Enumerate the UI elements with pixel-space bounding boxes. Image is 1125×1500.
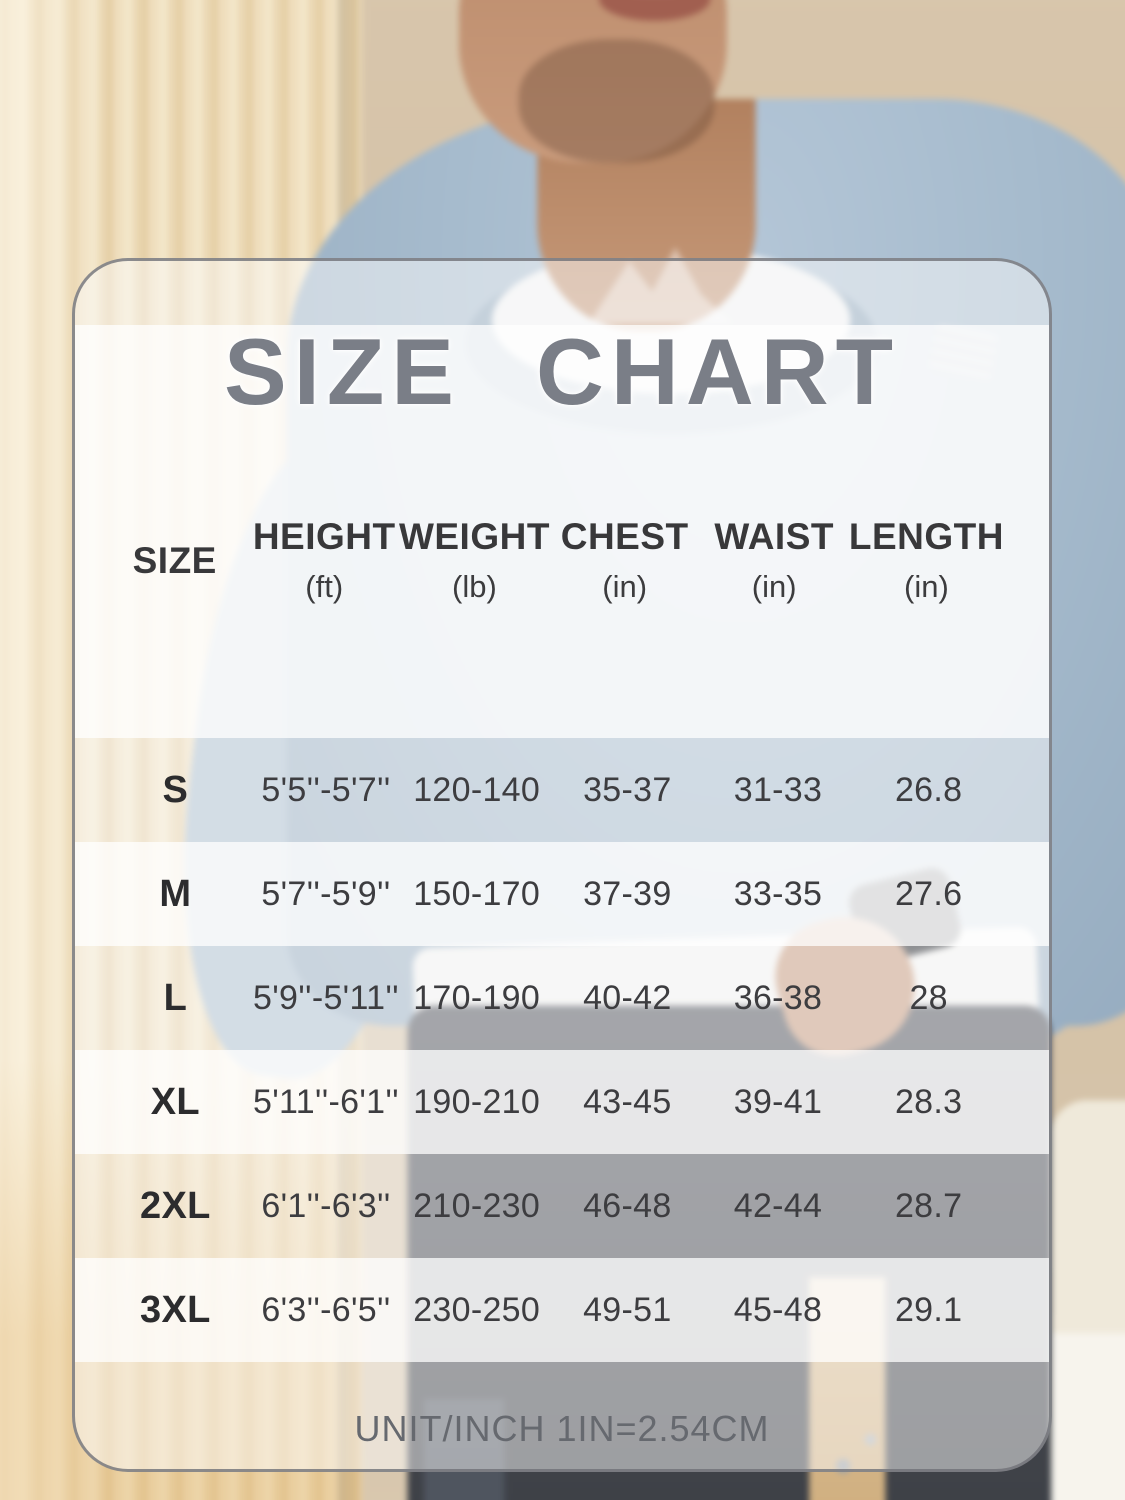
column-header-length: LENGTH (in) bbox=[849, 517, 1004, 605]
column-unit: (in) bbox=[602, 569, 648, 604]
length-cell: 29.1 bbox=[894, 1290, 963, 1329]
table-row-2xl: 2XL 6'1''-6'3'' 210-230 46-48 42-44 28.7 bbox=[75, 1154, 1049, 1258]
column-unit: (in) bbox=[751, 569, 797, 604]
table-row-l: L 5'9''-5'11'' 170-190 40-42 36-38 28 bbox=[75, 946, 1049, 1050]
waist-cell: 45-48 bbox=[733, 1290, 823, 1329]
size-cell: M bbox=[159, 872, 192, 915]
weight-cell: 230-250 bbox=[413, 1290, 541, 1329]
chest-cell: 43-45 bbox=[583, 1082, 672, 1121]
weight-cell: 190-210 bbox=[413, 1082, 541, 1121]
chest-cell: 35-37 bbox=[583, 770, 672, 809]
column-label: WEIGHT bbox=[398, 516, 550, 557]
length-cell: 27.6 bbox=[894, 874, 963, 913]
weight-cell: 170-190 bbox=[413, 978, 541, 1017]
pillow bbox=[1050, 1100, 1125, 1368]
model-stubble bbox=[518, 39, 715, 163]
size-cell: 2XL bbox=[140, 1184, 211, 1227]
waist-cell: 31-33 bbox=[733, 770, 823, 809]
height-cell: 5'11''-6'1'' bbox=[253, 1082, 399, 1121]
size-cell: XL bbox=[150, 1080, 200, 1123]
height-cell: 6'1''-6'3'' bbox=[261, 1186, 391, 1225]
card-header-section: SIZE CHART SIZE HEIGHT (ft) WEIGHT (lb) … bbox=[75, 325, 1049, 738]
size-chart-title: SIZE CHART bbox=[224, 319, 900, 424]
table-row-s: S 5'5''-5'7'' 120-140 35-37 31-33 26.8 bbox=[75, 738, 1049, 842]
column-unit: (in) bbox=[904, 569, 949, 604]
size-cell: 3XL bbox=[140, 1288, 211, 1331]
chest-cell: 46-48 bbox=[583, 1186, 672, 1225]
weight-cell: 120-140 bbox=[413, 770, 541, 809]
table-header-row: SIZE HEIGHT (ft) WEIGHT (lb) CHEST (in) … bbox=[75, 517, 1049, 605]
table-row-m: M 5'7''-5'9'' 150-170 37-39 33-35 27.6 bbox=[75, 842, 1049, 946]
height-cell: 5'9''-5'11'' bbox=[253, 978, 399, 1017]
column-header-waist: WAIST (in) bbox=[699, 517, 848, 605]
length-cell: 28 bbox=[909, 978, 948, 1017]
weight-cell: 210-230 bbox=[413, 1186, 541, 1225]
model-mouth bbox=[599, 0, 711, 21]
column-header-height: HEIGHT (ft) bbox=[249, 517, 398, 605]
length-cell: 26.8 bbox=[894, 770, 963, 809]
size-cell: S bbox=[162, 768, 189, 811]
column-label: WAIST bbox=[714, 516, 834, 557]
column-unit: (ft) bbox=[305, 569, 344, 604]
column-header-chest: CHEST (in) bbox=[550, 517, 699, 605]
height-cell: 5'7''-5'9'' bbox=[261, 874, 391, 913]
chest-cell: 40-42 bbox=[583, 978, 672, 1017]
table-row-xl: XL 5'11''-6'1'' 190-210 43-45 39-41 28.3 bbox=[75, 1050, 1049, 1154]
column-label: HEIGHT bbox=[252, 516, 396, 557]
chest-cell: 37-39 bbox=[583, 874, 672, 913]
size-cell: L bbox=[163, 976, 188, 1019]
waist-cell: 33-35 bbox=[733, 874, 823, 913]
length-cell: 28.3 bbox=[894, 1082, 963, 1121]
unit-conversion-note: UNIT/INCH 1IN=2.54CM bbox=[354, 1408, 770, 1449]
height-cell: 5'5''-5'7'' bbox=[261, 770, 391, 809]
column-header-weight: WEIGHT (lb) bbox=[399, 517, 550, 605]
card-footer-section: UNIT/INCH 1IN=2.54CM bbox=[75, 1362, 1049, 1469]
waist-cell: 36-38 bbox=[733, 978, 823, 1017]
column-label: CHEST bbox=[560, 516, 689, 557]
waist-cell: 39-41 bbox=[733, 1082, 823, 1121]
column-header-size: SIZE bbox=[100, 517, 249, 605]
size-chart-card: SIZE CHART SIZE HEIGHT (ft) WEIGHT (lb) … bbox=[72, 258, 1052, 1472]
weight-cell: 150-170 bbox=[413, 874, 541, 913]
waist-cell: 42-44 bbox=[733, 1186, 823, 1225]
column-label: SIZE bbox=[132, 540, 217, 581]
column-label: LENGTH bbox=[848, 516, 1004, 557]
chest-cell: 49-51 bbox=[583, 1290, 672, 1329]
length-cell: 28.7 bbox=[894, 1186, 963, 1225]
height-cell: 6'3''-6'5'' bbox=[261, 1290, 391, 1329]
column-unit: (lb) bbox=[452, 569, 497, 604]
table-row-3xl: 3XL 6'3''-6'5'' 230-250 49-51 45-48 29.1 bbox=[75, 1258, 1049, 1362]
